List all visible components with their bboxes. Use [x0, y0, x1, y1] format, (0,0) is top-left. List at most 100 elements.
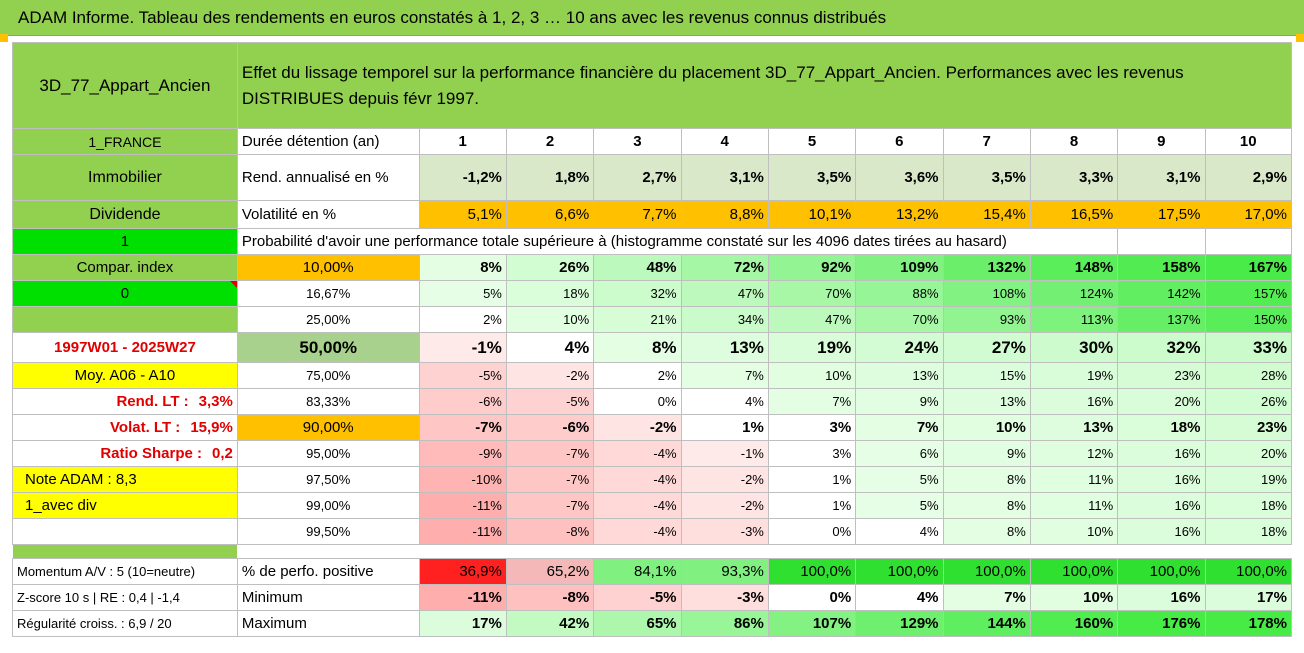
- rend-value: 3,6%: [855, 154, 944, 201]
- table-row: 1_avec div 99,00% -11% -7% -4% -2% 1% 5% 8% 11% 16…: [12, 492, 1292, 519]
- positive-value: 36,9%: [418, 558, 507, 585]
- min-value: 4%: [855, 584, 944, 611]
- percentile-value: 108%: [942, 280, 1031, 307]
- percentile-value: 132%: [942, 254, 1031, 281]
- percentile-value: -11%: [418, 518, 507, 545]
- blank-cell: [12, 518, 238, 545]
- vol-value: 10,1%: [767, 200, 857, 229]
- percentile-value: 5%: [418, 280, 507, 307]
- period-label: 1997W01 - 2025W27: [12, 332, 238, 363]
- volat-lt-label: Volat. LT :: [110, 419, 181, 436]
- volat-lt-value: 15,9%: [190, 419, 233, 436]
- percentile-value: 93%: [942, 306, 1031, 333]
- percentile-value: 9%: [855, 388, 944, 415]
- percentile-value: 47%: [680, 280, 769, 307]
- percentile-label: 75,00%: [236, 362, 420, 389]
- positive-value: 100,0%: [1029, 558, 1119, 585]
- table-row: 1997W01 - 2025W27 50,00% -1% 4% 8% 13% 19% 24% 2…: [12, 332, 1292, 363]
- percentile-value: 27%: [942, 332, 1031, 363]
- percentile-value: 7%: [767, 388, 857, 415]
- percentile-value: 137%: [1117, 306, 1206, 333]
- report-title: ADAM Informe. Tableau des rendements en …: [0, 0, 1304, 36]
- percentile-value: 1%: [680, 414, 769, 441]
- percentile-value: 18%: [1204, 492, 1292, 519]
- table-row: 99,50% -11% -8% -4% -3% 0% 4% 8% 10% 16% 18%: [12, 518, 1292, 545]
- positive-value: 100,0%: [1204, 558, 1292, 585]
- percentile-label: 95,00%: [236, 440, 420, 467]
- one-label: 1: [12, 228, 238, 255]
- percentile-value: 33%: [1204, 332, 1292, 363]
- max-value: 86%: [680, 610, 769, 637]
- table-row: 0 16,67% 5% 18% 32% 47% 70% 88% 108% 124% 142% 157%: [12, 280, 1292, 307]
- percentile-value: -9%: [418, 440, 507, 467]
- table-row: Momentum A/V : 5 (10=neutre)% de perfo. …: [12, 558, 1292, 585]
- min-value: -11%: [418, 584, 507, 611]
- category-label: Immobilier: [12, 154, 238, 201]
- percentile-value: -4%: [593, 518, 682, 545]
- rend-value: 3,3%: [1029, 154, 1119, 201]
- vol-value: 15,4%: [942, 200, 1031, 229]
- percentile-value: -7%: [505, 440, 595, 467]
- percentile-value: 26%: [505, 254, 595, 281]
- table-row: Note ADAM : 8,3 97,50% -10% -7% -4% -2% 1% 5% 8%…: [12, 466, 1292, 493]
- min-value: -5%: [593, 584, 682, 611]
- table-row: Compar. index 10,00% 8% 26% 48% 72% 92% 109% 132…: [12, 254, 1292, 281]
- percentile-value: -1%: [680, 440, 769, 467]
- country-label: 1_FRANCE: [12, 128, 238, 155]
- table-row: Rend. LT : 3,3% 83,33% -6% -5% 0% 4% 7% 9% 13% 16%…: [12, 388, 1292, 415]
- percentile-value: 20%: [1204, 440, 1292, 467]
- volat-lt-cell: Volat. LT : 15,9%: [12, 414, 238, 441]
- percentile-value: 88%: [855, 280, 944, 307]
- percentile-value: 7%: [855, 414, 944, 441]
- rend-lt-label: Rend. LT :: [116, 393, 189, 410]
- percentile-value: 23%: [1117, 362, 1206, 389]
- rend-lt-value: 3,3%: [198, 393, 233, 410]
- percentile-value: -2%: [505, 362, 595, 389]
- percentile-value: -8%: [505, 518, 595, 545]
- separator: [237, 545, 1291, 559]
- description: Effet du lissage temporel sur la perform…: [236, 42, 1293, 129]
- year-header: 7: [942, 128, 1031, 155]
- percentile-value: 8%: [942, 492, 1031, 519]
- percentile-value: 92%: [767, 254, 857, 281]
- positive-value: 65,2%: [505, 558, 595, 585]
- moy-label: Moy. A06 - A10: [12, 362, 238, 389]
- percentile-value: 2%: [593, 362, 682, 389]
- corner-marker: [0, 34, 8, 42]
- positive-value: 100,0%: [942, 558, 1031, 585]
- percentile-value: 10%: [942, 414, 1031, 441]
- table-row: Moy. A06 - A10 75,00% -5% -2% 2% 7% 10% 13% 15% 1…: [12, 362, 1292, 389]
- momentum-label: Momentum A/V : 5 (10=neutre): [12, 558, 238, 585]
- percentile-value: -2%: [593, 414, 682, 441]
- table-row: Régularité croiss. : 6,9 / 20 Maximum 17% 4…: [12, 610, 1292, 637]
- percentile-value: 8%: [942, 518, 1031, 545]
- max-value: 160%: [1029, 610, 1119, 637]
- percentile-value: 3%: [767, 414, 857, 441]
- percentile-value: -7%: [505, 466, 595, 493]
- percentile-value: 5%: [855, 492, 944, 519]
- vol-value: 13,2%: [855, 200, 944, 229]
- vol-value: 17,5%: [1117, 200, 1206, 229]
- percentile-value: 148%: [1029, 254, 1119, 281]
- percentile-label: 99,00%: [236, 492, 420, 519]
- percentile-value: -2%: [680, 466, 769, 493]
- separator-green: [12, 544, 238, 559]
- percentile-value: 157%: [1204, 280, 1292, 307]
- vol-value: 7,7%: [593, 200, 682, 229]
- rend-value: -1,2%: [418, 154, 507, 201]
- note-adam: Note ADAM : 8,3: [12, 466, 238, 493]
- zero-label: 0: [12, 280, 238, 307]
- percentile-value: 19%: [767, 332, 857, 363]
- rend-value: 1,8%: [505, 154, 595, 201]
- percentile-value: 13%: [942, 388, 1031, 415]
- percentile-value: 16%: [1117, 492, 1206, 519]
- percentile-value: 11%: [1029, 492, 1119, 519]
- percentile-value: 6%: [855, 440, 944, 467]
- max-value: 42%: [505, 610, 595, 637]
- blank-green: [12, 306, 238, 333]
- max-value: 178%: [1204, 610, 1292, 637]
- percentile-value: 72%: [680, 254, 769, 281]
- percentile-value: 19%: [1029, 362, 1119, 389]
- positive-label: % de perfo. positive: [236, 558, 420, 585]
- positive-value: 93,3%: [680, 558, 769, 585]
